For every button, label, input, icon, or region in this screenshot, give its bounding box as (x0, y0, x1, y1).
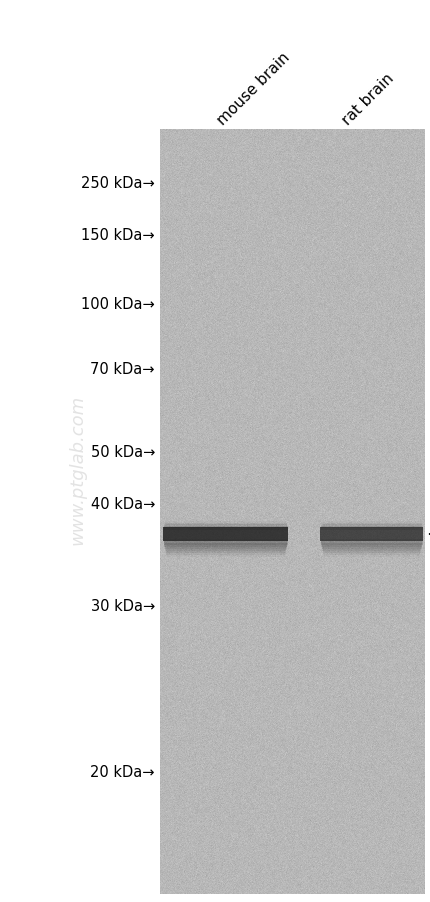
Bar (166, 551, 285, 557)
Bar (160, 130, 425, 894)
Text: 30 kDa→: 30 kDa→ (91, 599, 155, 614)
Bar (163, 528, 288, 541)
Text: rat brain: rat brain (339, 70, 396, 128)
Text: 100 kDa→: 100 kDa→ (81, 297, 155, 312)
Bar (322, 548, 421, 553)
Bar (322, 546, 421, 551)
Bar (321, 541, 422, 547)
Text: 50 kDa→: 50 kDa→ (91, 445, 155, 460)
Bar (165, 546, 286, 551)
Bar (321, 524, 422, 529)
Bar (165, 521, 286, 526)
Bar (322, 523, 421, 527)
Text: 20 kDa→: 20 kDa→ (90, 765, 155, 779)
Bar (323, 549, 420, 555)
Bar (163, 539, 288, 545)
Bar (163, 526, 288, 530)
Bar (320, 526, 423, 530)
Bar (320, 528, 423, 541)
Bar (166, 548, 286, 553)
Text: 70 kDa→: 70 kDa→ (90, 362, 155, 377)
Bar (320, 539, 423, 545)
Bar (164, 541, 287, 547)
Bar (322, 521, 421, 526)
Bar (165, 523, 286, 527)
Text: 40 kDa→: 40 kDa→ (91, 497, 155, 512)
Text: 250 kDa→: 250 kDa→ (81, 175, 155, 190)
Bar (165, 543, 286, 549)
Text: 150 kDa→: 150 kDa→ (81, 228, 155, 244)
Bar (322, 543, 421, 549)
Bar (166, 549, 285, 555)
Bar (164, 524, 287, 529)
Text: mouse brain: mouse brain (215, 50, 293, 128)
Text: www.ptglab.com: www.ptglab.com (68, 394, 86, 544)
Bar (323, 551, 420, 557)
